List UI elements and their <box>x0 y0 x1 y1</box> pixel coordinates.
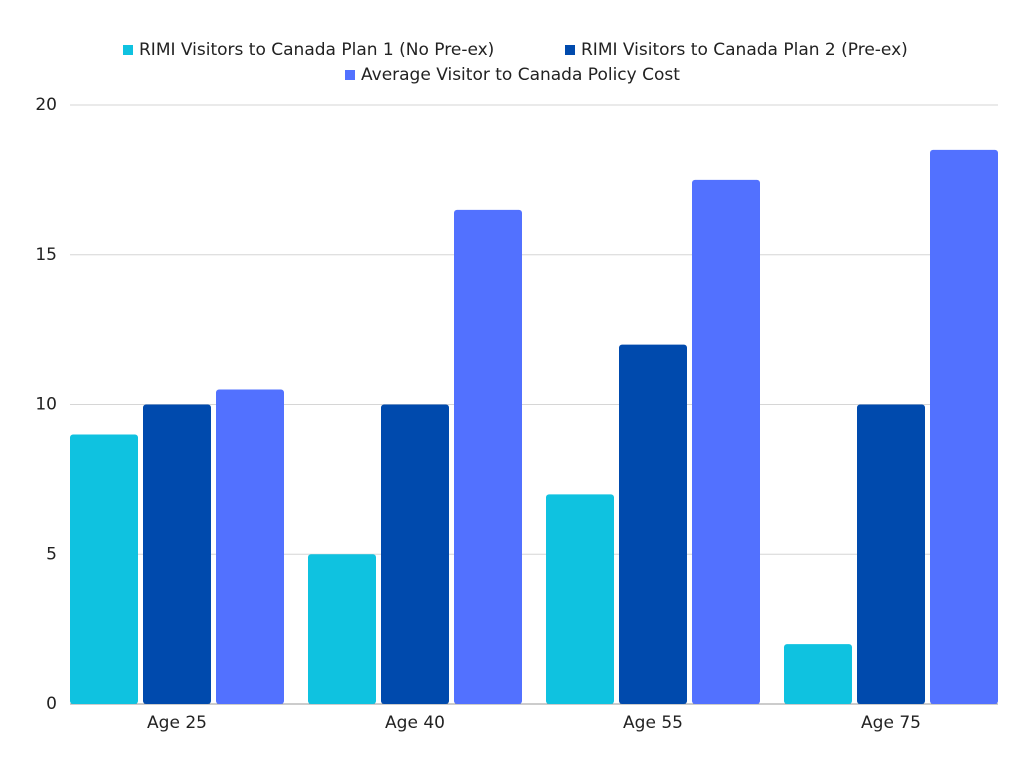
bar <box>454 209 522 704</box>
y-tick-label: 10 <box>35 395 57 415</box>
y-tick-label: 5 <box>46 544 57 564</box>
x-tick-label: Age 25 <box>147 713 207 733</box>
bar <box>857 404 925 704</box>
bar <box>619 344 687 704</box>
x-tick-label: Age 55 <box>623 713 683 733</box>
x-tick-label: Age 40 <box>385 713 445 733</box>
legend-swatch <box>123 45 133 55</box>
y-tick-label: 15 <box>35 245 57 265</box>
legend-swatch <box>345 70 355 80</box>
legend-label: Average Visitor to Canada Policy Cost <box>361 65 680 85</box>
bar <box>546 494 614 704</box>
bar <box>930 149 998 705</box>
bar <box>70 434 138 704</box>
bar <box>692 179 760 704</box>
legend-swatch <box>565 45 575 55</box>
legend-label: RIMI Visitors to Canada Plan 2 (Pre-ex) <box>581 40 908 60</box>
x-tick-label: Age 75 <box>861 713 921 733</box>
bar <box>784 644 852 704</box>
bar <box>308 554 376 704</box>
y-tick-label: 20 <box>35 95 57 115</box>
bar <box>216 389 284 704</box>
y-tick-label: 0 <box>46 694 57 714</box>
legend-label: RIMI Visitors to Canada Plan 1 (No Pre-e… <box>139 40 494 60</box>
bar <box>143 404 211 704</box>
bar <box>381 404 449 704</box>
